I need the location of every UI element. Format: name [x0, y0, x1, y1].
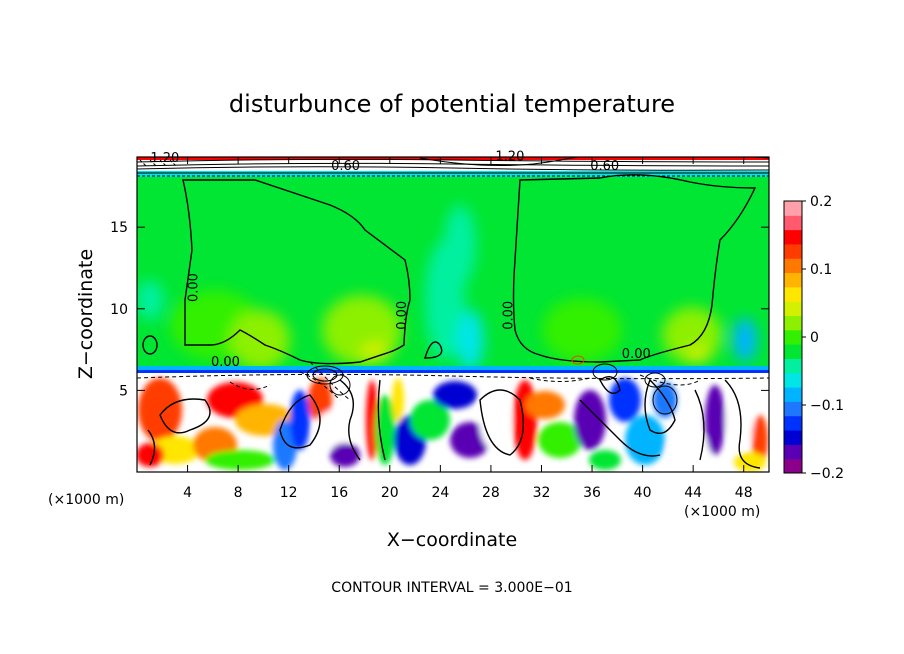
colorbar-segment — [784, 286, 802, 302]
x-tick-label: 20 — [381, 485, 399, 501]
colorbar — [784, 201, 802, 474]
x-unit-right: (×1000 m) — [684, 504, 760, 520]
x-tick-label: 28 — [482, 485, 500, 501]
x-tick-label: 8 — [234, 485, 243, 501]
x-tick-label: 4 — [183, 485, 192, 501]
colorbar-tick-label: −0.2 — [810, 466, 844, 482]
inversion-stripe — [137, 366, 769, 373]
x-tick-label: 40 — [634, 485, 652, 501]
colorbar-segment — [784, 358, 802, 374]
x-tick-label: 44 — [684, 485, 702, 501]
x-tick-label: 36 — [583, 485, 601, 501]
mixed-layer-blobs — [137, 378, 768, 472]
contour-labels: 1.20 1.200.60 0.600.000.00 0.000.000.00 — [150, 149, 650, 370]
colorbar-segment — [784, 372, 802, 388]
x-unit-left: (×1000 m) — [48, 492, 124, 508]
colorbar-tick-label: 0 — [810, 330, 819, 346]
contour-label: 0.00 — [187, 273, 202, 302]
colorbar-segment — [784, 401, 802, 417]
plot-frame — [136, 156, 770, 473]
colorbar-segment — [784, 272, 802, 288]
x-tick-label: 24 — [431, 485, 449, 501]
colorbar-segment — [784, 301, 802, 317]
contour-label: 0.60 — [331, 159, 360, 174]
x-tick-label: 12 — [280, 485, 298, 501]
contour-clusters — [306, 355, 678, 415]
plot-area — [137, 157, 769, 472]
contour-label: 1.20 — [150, 151, 179, 166]
colorbar-segment — [784, 201, 802, 216]
x-axis: 4 8 12 16 20 24 28 32 36 40 44 48 — [183, 157, 753, 501]
contour-label: 0.00 — [395, 301, 410, 330]
colorbar-segment — [784, 444, 802, 460]
y-tick-label: 5 — [119, 383, 128, 399]
colorbar-segment — [784, 315, 802, 331]
colorbar-segment — [784, 344, 802, 359]
colorbar-segment — [784, 258, 802, 274]
y-axis-label: Z−coordinate — [75, 249, 97, 379]
colorbar-segment — [784, 243, 802, 259]
colorbar-tick-label: −0.1 — [810, 398, 844, 414]
colorbar-segment — [784, 329, 802, 345]
x-tick-label: 16 — [330, 485, 348, 501]
y-tick-label: 10 — [110, 302, 128, 318]
colorbar-segment — [784, 430, 802, 445]
chart-title: disturbunce of potential temperature — [229, 90, 675, 118]
x-tick-label: 48 — [735, 485, 753, 501]
x-tick-label: 32 — [533, 485, 551, 501]
x-axis-label: X−coordinate — [387, 529, 517, 551]
colorbar-segment — [784, 415, 802, 431]
contour-label: 0.60 — [590, 159, 619, 174]
contour-label: 0.00 — [622, 347, 651, 362]
y-axis: 5 10 15 — [110, 220, 769, 399]
colorbar-tick-label: 0.1 — [810, 262, 832, 278]
colorbar-segment — [784, 229, 802, 245]
contour-label: 0.00 — [211, 355, 240, 370]
contour-label: 0.00 — [501, 301, 516, 330]
colorbar-tick-label: 0.2 — [810, 194, 832, 210]
colorbar-ticks: 0.2 0.1 0 −0.1 −0.2 — [802, 194, 844, 482]
colorbar-segment — [784, 458, 802, 474]
colorbar-segment — [784, 387, 802, 402]
stable-layer-anomalies — [137, 205, 757, 370]
y-tick-label: 15 — [110, 220, 128, 236]
colorbar-segment — [784, 215, 802, 231]
contour-lines — [142, 174, 761, 469]
contour-interval-note: CONTOUR INTERVAL = 3.000E−01 — [331, 580, 572, 596]
